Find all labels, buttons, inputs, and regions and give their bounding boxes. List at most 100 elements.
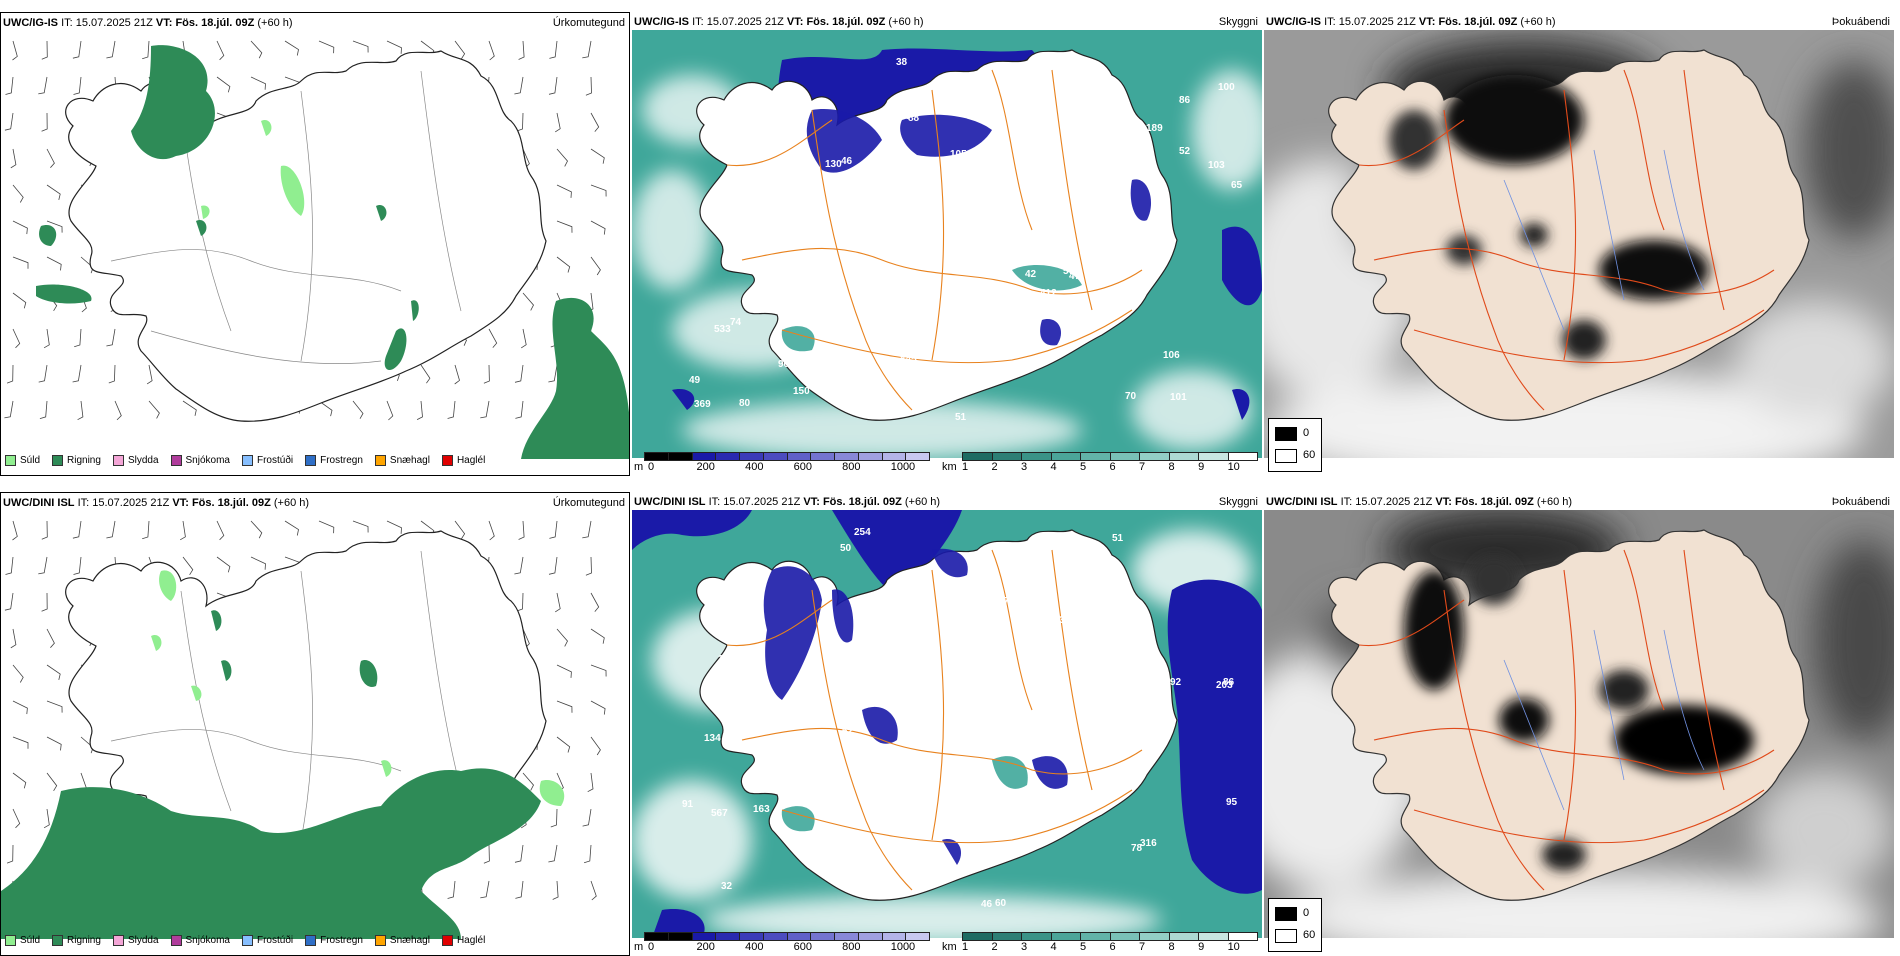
- wind-barb: [515, 880, 524, 899]
- scale-tick-label: 10: [1227, 941, 1240, 953]
- fog-panel-igis: UWC/IG-IS IT: 15.07.2025 21Z VT: Fös. 18…: [1264, 12, 1894, 476]
- scale-tick-label: 7: [1139, 941, 1146, 953]
- legend-item: Súld: [5, 934, 40, 946]
- cloud-base-value: 254: [854, 527, 871, 538]
- wind-barb: [182, 556, 194, 576]
- wind-barb: [585, 76, 592, 96]
- wind-barb: [146, 364, 153, 385]
- wind-barb: [6, 364, 14, 384]
- legend-label: Frostúði: [256, 454, 294, 466]
- cloud-base-value: 100: [1037, 816, 1054, 827]
- visibility-scale: km 1 2 3 4 5 6 7 8 9 10: [942, 932, 1260, 954]
- cloud-base-value: 30: [702, 584, 714, 595]
- wind-barb: [73, 76, 82, 95]
- cloud-base-scale: m 0 200 400 600 800 1000: [634, 452, 934, 474]
- cloud-base-value: 75: [982, 176, 994, 187]
- panel-header: UWC/DINI ISL IT: 15.07.2025 21Z VT: Fös.…: [634, 496, 941, 508]
- wind-barb: [12, 520, 18, 541]
- panel-title: Þokuábendi: [1831, 16, 1890, 28]
- cloud-base-value: 106: [1163, 350, 1180, 361]
- wind-barb: [556, 220, 573, 233]
- cloud-base-value: 57: [1063, 266, 1075, 277]
- cloud-base-value: 88: [908, 113, 920, 124]
- wind-barb: [556, 664, 572, 678]
- scale-tick-label: 200: [696, 941, 715, 953]
- wind-barb: [12, 808, 21, 829]
- wind-barb: [12, 700, 28, 715]
- wind-barb: [46, 220, 63, 233]
- wind-barb: [352, 520, 369, 533]
- cloud-base-value: 92: [790, 781, 802, 792]
- cloud-base-value: 84: [974, 743, 986, 754]
- legend-label: Snjókoma: [185, 454, 230, 466]
- cloud-base-value: 121: [1069, 573, 1086, 584]
- legend-item: Snæhagl: [374, 934, 430, 946]
- wind-barb: [590, 148, 605, 164]
- cloud-base-value: 80: [896, 190, 908, 201]
- cloud-base-value: 86: [1179, 95, 1191, 106]
- panel-title: Skyggni: [1218, 496, 1258, 508]
- legend-item: Frostregn: [305, 454, 363, 466]
- cloud-base-value: 845: [900, 354, 917, 365]
- cloud-base-value: 97: [998, 596, 1010, 607]
- cloud-base-value: 150: [793, 386, 810, 397]
- wind-barb: [250, 556, 266, 570]
- legend-swatch: [112, 454, 124, 466]
- scale-tick-label: 800: [842, 941, 861, 953]
- legend-item: Rigning: [52, 454, 101, 466]
- wind-barb: [514, 364, 524, 383]
- wind-barb: [46, 772, 58, 792]
- wind-barb: [590, 880, 597, 901]
- panel-title: Úrkomutegund: [552, 17, 625, 29]
- wind-barb: [483, 844, 490, 864]
- wind-barb: [488, 520, 495, 541]
- legend-label: Frostregn: [320, 454, 363, 466]
- wind-barb: [10, 148, 17, 169]
- fog-map: [1264, 510, 1894, 938]
- wind-barb: [41, 592, 48, 612]
- wind-barb: [548, 76, 558, 95]
- legend-label: Rigning: [67, 454, 101, 466]
- wind-barb: [106, 328, 116, 347]
- scale-tick-label: 7: [1139, 461, 1146, 473]
- wind-barb: [447, 400, 456, 419]
- panel-header: UWC/DINI ISL IT: 15.07.2025 21Z VT: Fös.…: [1266, 496, 1573, 508]
- wind-barb: [554, 112, 561, 133]
- wind-barb: [74, 328, 82, 348]
- legend-swatch: [52, 934, 64, 946]
- visibility-map: 101 96 86 89 53 80 109 105 74 46 49 90 88 75 47 45 38 65 4…: [632, 30, 1262, 458]
- wind-barb: [46, 628, 55, 648]
- legend-item: Rigning: [52, 934, 101, 946]
- wind-barb: [549, 520, 558, 539]
- cloud-base-value: 65: [792, 113, 804, 124]
- legend-item: Haglél: [441, 454, 485, 466]
- scale-tick-label: 1000: [890, 941, 916, 953]
- cloud-base-value: 31: [905, 726, 917, 737]
- wind-barb: [106, 520, 116, 539]
- wind-barb: [5, 76, 14, 95]
- wind-barb: [520, 328, 527, 349]
- wind-barb: [250, 520, 263, 539]
- legend-item: Frostúði: [241, 454, 294, 466]
- cloud-base-value: 108: [718, 654, 735, 665]
- cloud-base-value: 65: [912, 840, 924, 851]
- wind-barb: [318, 520, 335, 534]
- cloud-base-value: 96: [712, 192, 724, 203]
- wind-barb: [516, 592, 524, 612]
- wind-barb: [41, 40, 48, 60]
- legend-swatch: [441, 454, 453, 466]
- scale-tick-label: 9: [1198, 461, 1205, 473]
- scale-tick-label: 400: [745, 941, 764, 953]
- cloud-base-value: 211: [1082, 657, 1099, 668]
- cloud-base-value: 89: [879, 232, 891, 243]
- cloud-base-value: 62: [842, 726, 854, 737]
- wind-barb: [386, 40, 402, 54]
- scale-tick-label: 4: [1050, 941, 1057, 953]
- wind-barb: [46, 664, 61, 680]
- legend-swatch: [5, 934, 16, 946]
- wind-barb: [106, 40, 116, 59]
- legend-swatch: [52, 454, 64, 466]
- legend-item: Haglél: [441, 934, 485, 946]
- wind-barb: [583, 844, 592, 864]
- wind-barb: [10, 628, 17, 649]
